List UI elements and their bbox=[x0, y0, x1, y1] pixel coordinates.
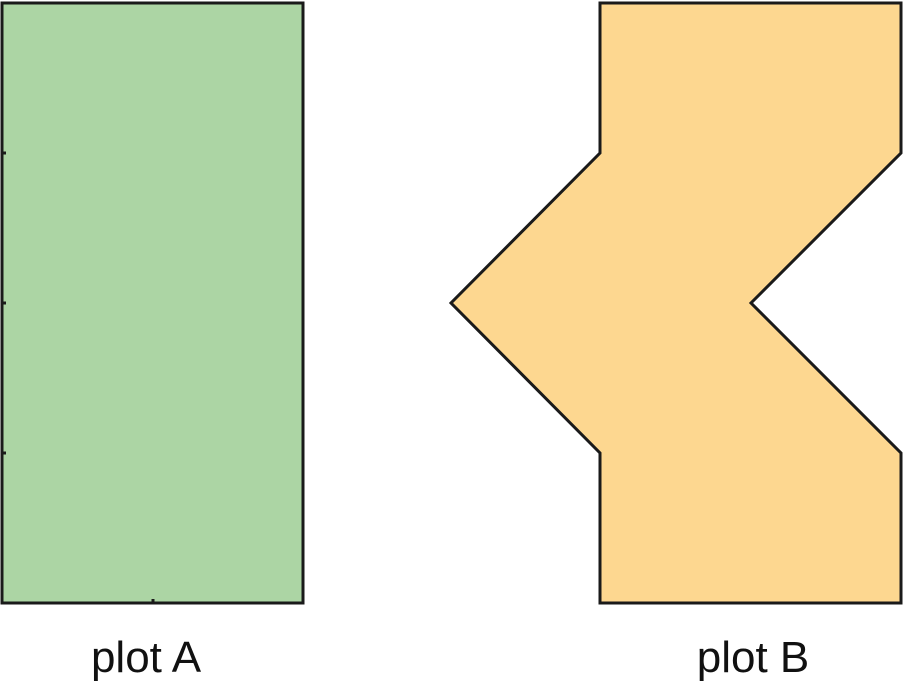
plot-b-shape bbox=[448, 1, 903, 605]
plot-a-label: plot A bbox=[91, 633, 202, 682]
plot-b-label: plot B bbox=[697, 633, 810, 682]
plot-b bbox=[448, 1, 903, 605]
plot-a-shape bbox=[0, 1, 305, 605]
plot-a bbox=[0, 1, 305, 605]
